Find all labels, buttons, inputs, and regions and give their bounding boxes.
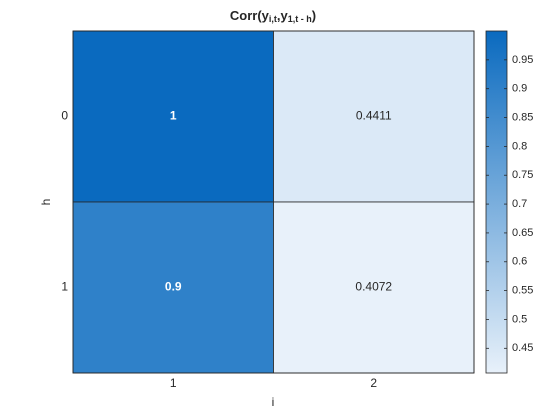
colorbar-tick-label: 0.8	[512, 140, 527, 152]
cell-label: 0.4072	[355, 280, 392, 294]
colorbar	[485, 30, 508, 374]
colorbar-tick-label: 0.5	[512, 313, 527, 325]
colorbar-tick-label: 0.6	[512, 256, 527, 268]
heatmap-cell	[273, 30, 475, 203]
colorbar-tick-label: 0.75	[512, 169, 533, 181]
colorbar-tick-label: 0.65	[512, 227, 533, 239]
plot-border	[72, 30, 475, 374]
chart-title: Corr(yi,t,y1,t - h)	[230, 8, 316, 24]
y-tick-label: 0	[61, 109, 68, 123]
cell-label: 0.9	[165, 280, 182, 294]
y-axis-label: h	[39, 199, 53, 206]
title-part: )	[312, 8, 316, 23]
colorbar-tick-label: 0.45	[512, 342, 533, 354]
colorbar-tick-label: 0.95	[512, 54, 533, 66]
x-tick-label: 2	[370, 376, 377, 390]
heatmap-cell	[273, 201, 475, 374]
title-part: Corr(y	[230, 8, 270, 23]
x-tick-label: 1	[170, 376, 177, 390]
colorbar-tick-label: 0.7	[512, 198, 527, 210]
title-part: i,t	[269, 14, 277, 24]
y-tick-label: 1	[61, 280, 68, 294]
title-part: ,y	[277, 8, 289, 23]
colorbar-tick-label: 0.9	[512, 83, 527, 95]
title-part: 1,t - h	[288, 14, 312, 24]
colorbar-tick-label: 0.85	[512, 111, 533, 123]
colorbar-tick-label: 0.55	[512, 285, 533, 297]
heatmap-cell	[72, 30, 274, 203]
cell-label: 0.4411	[356, 109, 392, 123]
cell-label: 1	[170, 109, 177, 123]
x-axis-label: i	[272, 395, 275, 409]
